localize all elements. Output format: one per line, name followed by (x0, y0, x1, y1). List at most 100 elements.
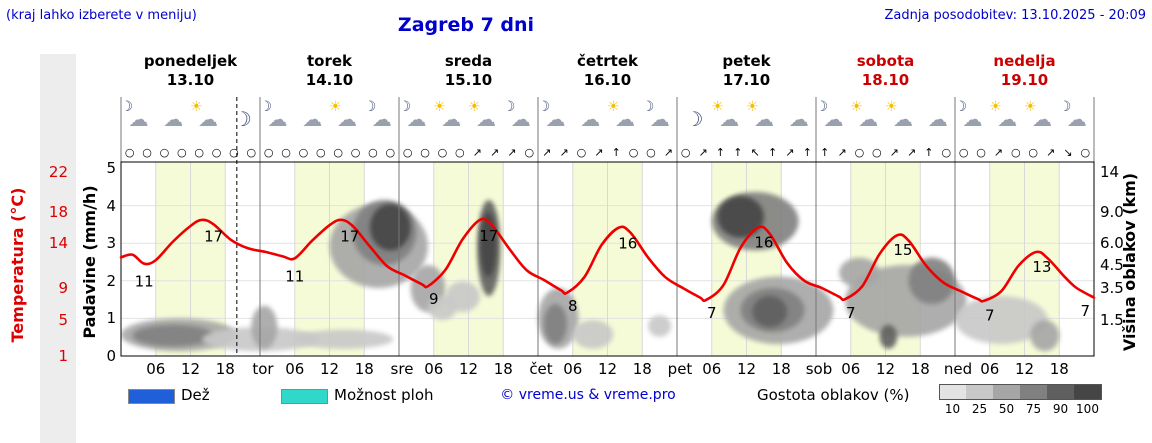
wind-symbol: ↑ (715, 146, 725, 159)
cloud-layer (121, 192, 1060, 352)
sun-cloud-icon: ☀ ☁ (1024, 99, 1052, 131)
weather-icon-slot: ☁ (920, 98, 955, 140)
wind-symbol: ○ (680, 146, 691, 159)
temp-min-label: 8 (568, 297, 578, 315)
day-name: sobota (856, 52, 915, 70)
wind-symbol: ○ (281, 146, 291, 159)
wind-symbol: ○ (194, 146, 204, 159)
density-swatch (993, 384, 1021, 400)
wind-symbol: ○ (454, 146, 465, 159)
cloud-blob (251, 305, 278, 349)
temp-axis-tick: 9 (58, 279, 68, 297)
precip-axis-tick: 3 (106, 234, 116, 253)
day-date: 18.10 (861, 71, 910, 89)
weather-icon-slot: ☀ ☁ (468, 98, 504, 140)
wind-symbol: ○ (420, 146, 430, 159)
wind-symbol: ○ (1010, 146, 1021, 159)
wind-symbol: ○ (941, 146, 952, 159)
temp-axis-tick: 5 (58, 311, 68, 329)
wind-symbol: ↗ (889, 146, 899, 159)
time-tick: 18 (771, 360, 791, 378)
density-value: 90 (1052, 402, 1069, 416)
day-date: 16.10 (583, 71, 632, 89)
density-swatch (1074, 384, 1102, 400)
moon-cloud-icon: ☽ ☁ (398, 99, 427, 131)
last-update: Zadnja posodobitev: 13.10.2025 - 20:09 (884, 8, 1146, 23)
sun-cloud-icon: ☀ ☁ (607, 99, 635, 131)
time-tick: 18 (354, 360, 374, 378)
wind-symbol: ↗ (663, 146, 673, 159)
cloud-blob (879, 324, 898, 349)
day-abbrev: sre (390, 360, 414, 378)
moon-cloud-icon: ☽ ☁ (1058, 99, 1087, 131)
weather-icon-slot: ☀ ☁ (885, 98, 921, 140)
wind-symbol: ○ (854, 146, 865, 159)
sun-cloud-icon: ☀ ☁ (850, 99, 879, 131)
cloud-blob (648, 315, 672, 337)
wind-symbol: ↑ (767, 146, 778, 159)
density-swatch (939, 384, 968, 400)
wind-symbol: ○ (315, 146, 326, 159)
cloud-icon: ☁ (163, 107, 184, 131)
wind-symbol: ○ (402, 146, 413, 159)
weather-icon-slot: ☀ ☁ (607, 98, 643, 140)
day-date: 13.10 (166, 71, 215, 89)
wind-symbol: ○ (124, 146, 135, 159)
day-abbrev: ned (943, 360, 973, 378)
wind-symbol: ○ (350, 146, 361, 159)
wind-symbol: ↗ (837, 146, 847, 159)
time-tick: 18 (910, 360, 930, 378)
density-value: 75 (1025, 402, 1042, 416)
wind-symbol: ○ (246, 146, 257, 159)
day-header: torek 14.10 (260, 52, 399, 90)
moon-cloud-icon: ☽ ☁ (954, 99, 983, 131)
plot-border (120, 161, 1095, 357)
sun-cloud-icon: ☀ ☁ (329, 99, 357, 131)
time-tick: 06 (702, 360, 722, 378)
moon-cloud-icon: ☽ ☁ (120, 99, 149, 131)
moon-cloud-icon: ☽ ☁ (641, 99, 670, 131)
moon-icon: ☽ (233, 107, 252, 131)
wind-symbol: ○ (1080, 146, 1091, 159)
weather-icon-slot: ☀ ☁ (1024, 98, 1060, 140)
precip-axis-tick: 0 (106, 347, 116, 365)
wind-symbol: ○ (871, 146, 882, 159)
day-name: četrtek (577, 52, 638, 70)
cloud-blob (480, 212, 497, 277)
temp-axis-tick: 1 (58, 347, 68, 365)
weather-icon-slot: ☽ (225, 98, 260, 140)
page-title: Zagreb 7 dni (397, 14, 535, 36)
time-tick: 06 (563, 360, 583, 378)
wind-symbol: ↗ (698, 146, 708, 159)
temp-min-label: 7 (1081, 302, 1091, 320)
day-name: torek (306, 52, 353, 70)
precip-axis-label: Padavine (mm/h) (80, 185, 99, 339)
weather-icon-slot: ☽ ☁ (538, 98, 573, 140)
sun-cloud-icon: ☀ ☁ (711, 99, 740, 131)
cloud-icon: ☁ (302, 107, 323, 131)
wind-symbol: ○ (263, 146, 274, 159)
sun-cloud-icon: ☀ ☁ (989, 99, 1018, 131)
wind-symbol: ↘ (1063, 146, 1073, 159)
wind-symbol: ↗ (489, 146, 500, 159)
temperature-curve (119, 217, 1096, 303)
wind-symbol: ○ (385, 146, 396, 159)
wind-symbol: ↗ (1045, 146, 1056, 159)
temp-min-label: 7 (707, 304, 717, 322)
credit-link[interactable]: © vreme.us & vreme.pro (500, 387, 676, 403)
day-date: 17.10 (722, 71, 771, 89)
time-tick: 12 (458, 360, 479, 378)
density-value: 10 (944, 402, 961, 416)
day-header: nedelja 19.10 (955, 52, 1094, 90)
wind-symbol: ○ (176, 146, 187, 159)
time-tick: 18 (632, 360, 652, 378)
weather-icon-slot: ☁ (156, 98, 191, 140)
precip-axis-tick: 4 (106, 196, 116, 215)
wind-symbol: ↗ (472, 146, 482, 159)
cloud-axis-tick: 3.5 (1100, 279, 1124, 297)
cloud-blob (445, 281, 481, 312)
precip-axis-tick: 5 (106, 159, 116, 177)
day-name: sreda (444, 52, 493, 70)
weather-icon-slot: ☀ ☁ (329, 98, 365, 140)
temp-max-label: 13 (1032, 258, 1051, 276)
